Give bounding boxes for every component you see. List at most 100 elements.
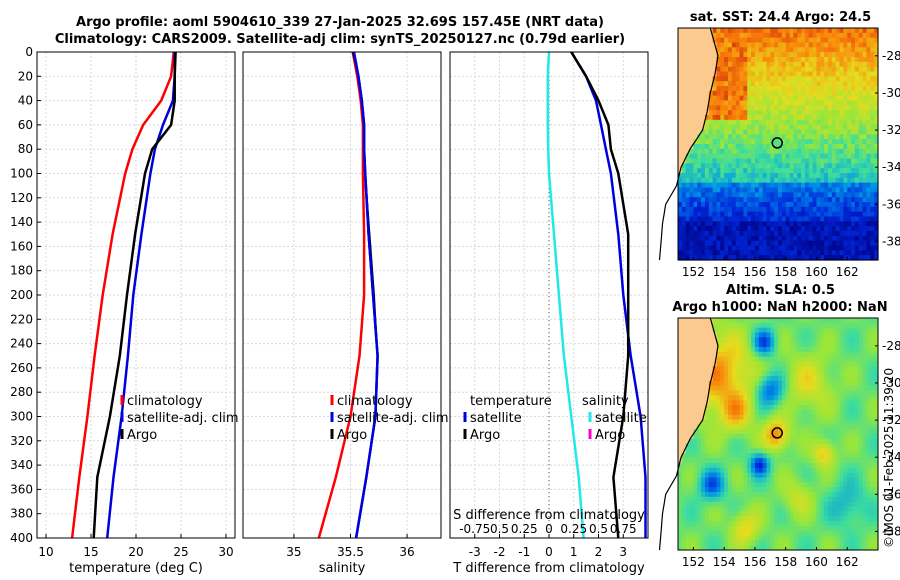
sst-map-cell: [854, 124, 860, 131]
sla-map-cell: [762, 371, 768, 377]
sla-map-cell: [866, 521, 871, 527]
sst-map-cell: [754, 105, 760, 111]
sla-map-cell: [851, 492, 856, 498]
sst-map-cell: [874, 173, 879, 179]
sst-map-cell: [870, 37, 875, 44]
sla-map-cell: [689, 400, 694, 406]
sst-map-cell: [778, 221, 783, 227]
sla-map-cell: [731, 472, 737, 479]
sst-map-cell: [689, 231, 694, 237]
sst-map-cell: [812, 100, 818, 106]
sla-map-cell: [847, 477, 852, 483]
sla-map-cell: [720, 356, 725, 363]
sst-map-cell: [816, 95, 821, 102]
sst-map-cell: [751, 42, 756, 48]
sla-map-cell: [808, 477, 814, 483]
sst-map-cell: [724, 192, 729, 198]
sla-map-cell: [693, 332, 698, 338]
sla-map-cell: [870, 351, 875, 358]
sla-map-cell: [874, 366, 879, 372]
sst-map-cell: [862, 197, 868, 203]
sla-map-cell: [851, 511, 856, 517]
sst-map-cell: [804, 216, 810, 222]
sla-map-cell: [801, 419, 806, 425]
sst-map-cell: [739, 206, 744, 213]
sst-map-cell: [681, 245, 687, 251]
sst-map-cell: [835, 32, 841, 39]
sla-map-cell: [735, 458, 741, 464]
sla-map-cell: [766, 405, 771, 411]
difference-tick-label: -3: [469, 545, 481, 559]
sla-map-cell: [716, 492, 721, 498]
sla-map-cell: [808, 380, 814, 387]
sst-map-cell: [781, 206, 787, 213]
sst-map-cell: [835, 182, 841, 189]
sst-map-cell: [847, 211, 852, 218]
sst-map-cell: [681, 168, 687, 174]
sst-map-cell: [866, 52, 871, 58]
sla-map-cell: [804, 322, 810, 329]
sst-map-cell: [843, 250, 848, 256]
sla-map-cell: [762, 356, 768, 363]
sla-map-cell: [824, 434, 829, 440]
sla-map-cell: [708, 361, 714, 367]
sst-map-cell: [754, 206, 760, 213]
sst-map-cell: [704, 231, 710, 237]
sst-map-cell: [766, 177, 771, 184]
sla-map-cell: [681, 438, 687, 445]
sla-map-cell: [801, 487, 806, 493]
sla-map-cell: [854, 496, 860, 503]
sst-map-cell: [858, 139, 864, 145]
sla-map-cell: [754, 467, 760, 474]
sla-map-cell: [762, 434, 768, 440]
sla-map-cell: [747, 467, 752, 474]
sla-map-cell: [820, 434, 825, 440]
sla-map-cell: [754, 318, 760, 324]
sst-map-cell: [766, 100, 771, 106]
sla-map-cell: [801, 438, 806, 445]
sla-map-cell: [862, 385, 868, 392]
sla-map-cell: [789, 477, 794, 483]
sla-map-cell: [678, 453, 683, 459]
sst-map-cell: [808, 177, 814, 184]
sla-map-cell: [689, 424, 694, 430]
sst-map-cell: [778, 158, 783, 164]
sla-map-cell: [820, 424, 825, 430]
sla-map-cell: [843, 448, 848, 454]
sst-map-cell: [843, 211, 848, 218]
sst-map-cell: [743, 134, 748, 140]
sst-map-cell: [701, 52, 706, 58]
sla-map-cell: [708, 337, 714, 343]
sst-map-cell: [697, 231, 702, 237]
sst-map-cell: [870, 28, 875, 34]
sla-map-cell: [724, 525, 729, 532]
sla-map-cell: [812, 521, 818, 527]
sst-map-cell: [678, 105, 683, 111]
sst-map-cell: [812, 47, 818, 53]
sla-map-cell: [824, 371, 829, 377]
sst-map-cell: [870, 177, 875, 184]
sst-map-cell: [847, 86, 852, 92]
sst-map-cell: [866, 71, 871, 77]
sla-map-cell: [758, 414, 764, 421]
sla-map-cell: [770, 472, 775, 479]
sla-map-cell: [851, 487, 856, 493]
sla-map-cell: [716, 366, 721, 372]
sla-map-cell: [708, 443, 714, 450]
sst-map-cell: [678, 76, 683, 82]
sst-map-cell: [862, 245, 868, 251]
sla-map-cell: [689, 453, 694, 459]
sst-map-cell: [762, 235, 768, 242]
sla-map-cell: [793, 525, 798, 532]
sst-map-cell: [797, 182, 802, 189]
sla-map-cell: [701, 342, 706, 348]
sla-map-cell: [820, 472, 825, 479]
sla-map-cell: [828, 463, 833, 469]
sst-map-cell: [701, 245, 706, 251]
sst-map-cell: [862, 100, 868, 106]
sla-map-cell: [685, 342, 691, 348]
sla-map-cell: [828, 332, 833, 338]
sla-map-cell: [866, 429, 871, 435]
sst-map-cell: [681, 226, 687, 232]
